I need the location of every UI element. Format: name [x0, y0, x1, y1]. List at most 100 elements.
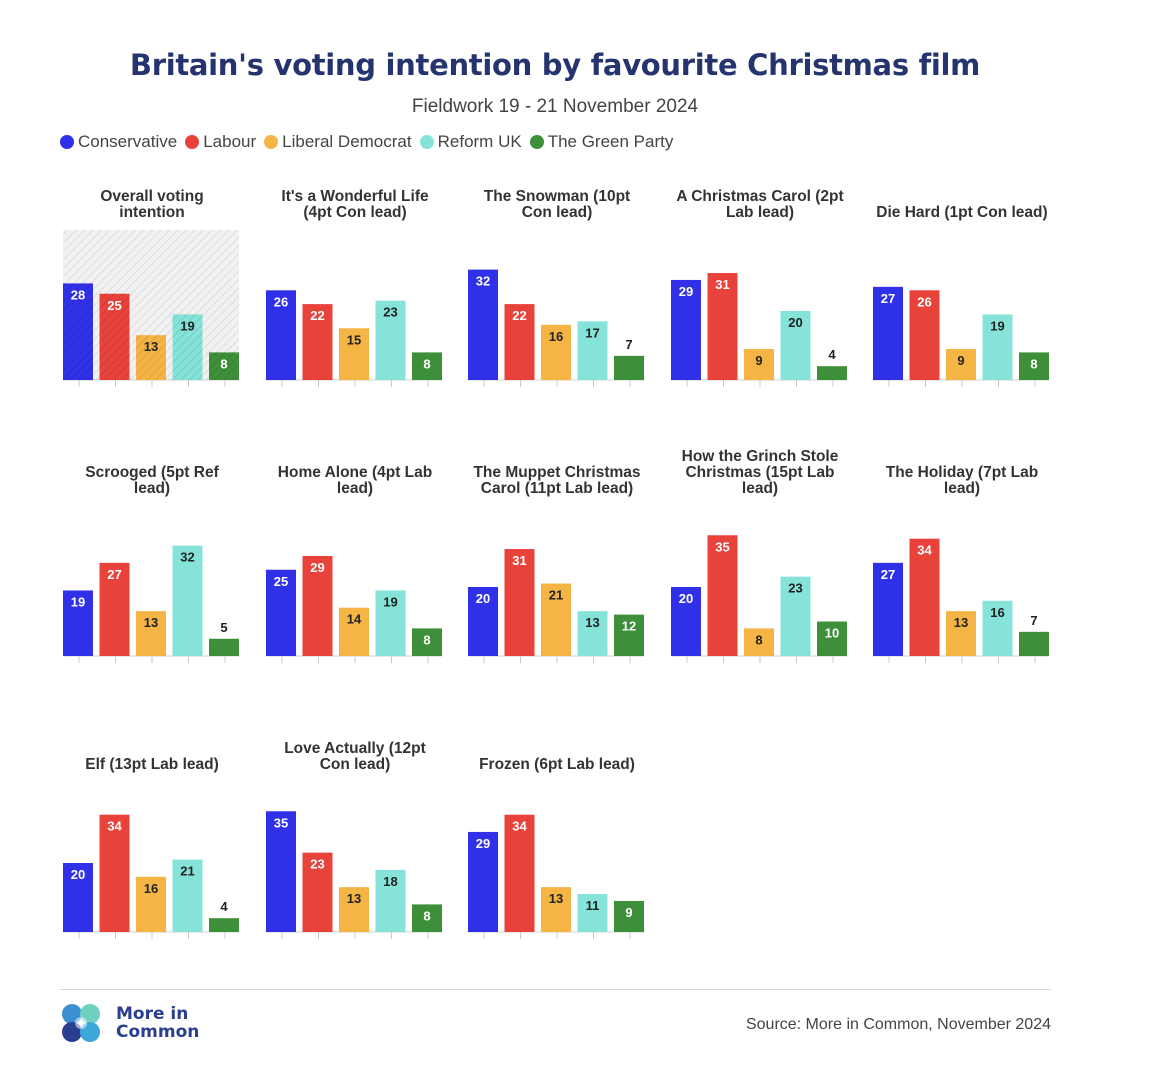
logo-mark-icon [62, 1004, 100, 1042]
logo-text-line2: Common [116, 1022, 200, 1042]
data-label: 14 [347, 612, 362, 627]
data-label: 32 [180, 550, 194, 565]
data-label: 23 [788, 581, 802, 596]
data-label: 31 [715, 277, 729, 292]
data-label: 16 [990, 605, 1004, 620]
data-label: 7 [1030, 613, 1037, 628]
panel-title: lead) [337, 480, 373, 497]
data-label: 13 [144, 339, 158, 354]
data-label: 34 [107, 819, 122, 834]
bar [339, 887, 369, 932]
bar [375, 869, 406, 932]
data-label: 10 [825, 626, 839, 641]
data-label: 8 [220, 356, 227, 371]
data-label: 12 [622, 619, 636, 634]
chart-panel: Frozen (6pt Lab lead) 29 34 13 11 9 [468, 756, 644, 939]
data-label: 25 [107, 298, 121, 313]
data-label: 8 [423, 908, 430, 923]
data-label: 19 [71, 594, 85, 609]
bar [63, 590, 93, 656]
bar [817, 366, 847, 380]
data-label: 4 [220, 899, 228, 914]
data-label: 20 [788, 315, 802, 330]
data-label: 13 [347, 891, 361, 906]
panel-title: Elf (13pt Lab lead) [85, 756, 219, 773]
bar [302, 852, 333, 932]
data-label: 26 [917, 294, 931, 309]
legend-item: The Green Party [529, 132, 673, 152]
bar [136, 611, 166, 656]
data-label: 19 [383, 594, 397, 609]
bar [504, 549, 535, 656]
panel-title: It's a Wonderful Life [281, 188, 429, 205]
data-label: 5 [220, 620, 227, 635]
data-label: 15 [347, 332, 361, 347]
data-label: 23 [310, 857, 324, 872]
panel-title: The Snowman (10pt [484, 188, 630, 205]
data-label: 8 [755, 632, 762, 647]
bar [412, 904, 442, 932]
panel-title: A Christmas Carol (2pt [676, 188, 843, 205]
panel-title: Love Actually (12pt [284, 740, 426, 757]
legend-item: Conservative [60, 132, 177, 152]
data-label: 27 [107, 567, 121, 582]
data-label: 31 [512, 553, 526, 568]
data-label: 9 [755, 353, 762, 368]
bar [671, 587, 701, 656]
panel-title: The Muppet Christmas [473, 464, 640, 481]
bar [375, 590, 406, 656]
data-label: 17 [585, 325, 599, 340]
bar [577, 321, 608, 380]
data-label: 7 [625, 337, 632, 352]
panel-title: Home Alone (4pt Lab [278, 464, 432, 481]
panel-title: Christmas (15pt Lab [685, 464, 834, 481]
bar [302, 555, 333, 656]
legend-label: Liberal Democrat [282, 132, 412, 151]
data-label: 22 [512, 308, 526, 323]
data-label: 8 [423, 356, 430, 371]
legend-dot-icon [264, 135, 279, 149]
bar [136, 876, 166, 932]
data-label: 29 [310, 560, 324, 575]
data-label: 21 [549, 588, 563, 603]
legend-label: Reform UK [437, 132, 522, 151]
legend-item: Liberal Democrat [264, 132, 412, 152]
data-label: 13 [954, 615, 968, 630]
bar [468, 269, 498, 380]
bar [817, 621, 847, 656]
bar [209, 918, 239, 932]
bar [266, 290, 296, 380]
bar [577, 894, 608, 932]
data-label: 20 [679, 591, 693, 606]
source-note: Source: More in Common, November 2024 [745, 1016, 1051, 1033]
bar [63, 863, 93, 932]
data-label: 35 [715, 539, 729, 554]
bar [339, 328, 369, 380]
panel-title: (4pt Con lead) [303, 204, 406, 221]
bar [614, 900, 644, 932]
bar [172, 859, 203, 932]
bar [99, 814, 130, 932]
panel-title: Lab lead) [726, 204, 794, 221]
data-label: 20 [71, 867, 85, 882]
legend-item: Labour [185, 132, 256, 152]
panel-title: How the Grinch Stole [682, 448, 839, 465]
panel-title: The Holiday (7pt Lab [886, 464, 1038, 481]
bar [946, 348, 976, 380]
bar [504, 814, 535, 932]
data-label: 8 [423, 632, 430, 647]
legend-label: Labour [203, 132, 257, 151]
data-label: 9 [625, 905, 632, 920]
bar [744, 348, 774, 380]
bar [504, 304, 535, 380]
data-label: 8 [1030, 356, 1037, 371]
chart-panel: It's a Wonderful Life(4pt Con lead) 26 22 1… [266, 188, 442, 387]
bar [780, 311, 811, 380]
